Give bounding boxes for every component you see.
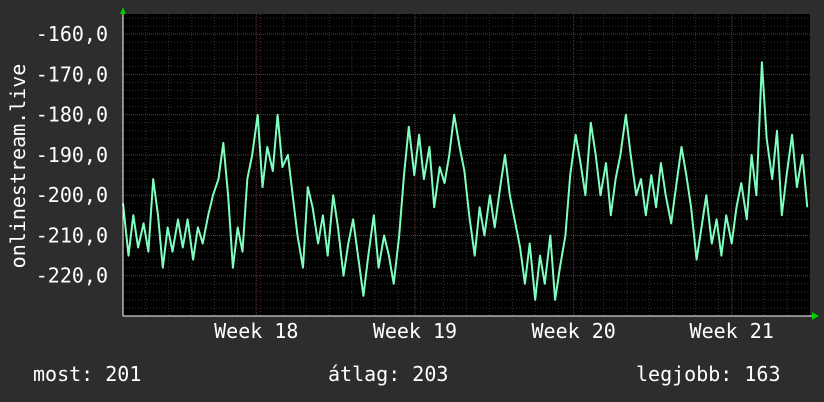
stat-average: átlag: 203	[328, 362, 449, 386]
x-tick-label: Week 21	[690, 319, 774, 343]
stat-best: legjobb: 163	[636, 362, 781, 386]
x-tick-label: Week 20	[532, 319, 616, 343]
x-axis-ticks: Week 18 Week 19 Week 20 Week 21	[214, 319, 774, 343]
y-tick-label: -210,0	[36, 223, 108, 247]
series-line	[122, 61, 809, 301]
y-tick-label: -180,0	[36, 103, 108, 127]
y-tick-label: -160,0	[36, 22, 108, 46]
y-tick-label: -170,0	[36, 62, 108, 86]
x-tick-label: Week 18	[214, 319, 298, 343]
x-tick-label: Week 19	[373, 319, 457, 343]
y-tick-label: -200,0	[36, 183, 108, 207]
stat-current: most: 201	[33, 362, 142, 386]
x-axis-arrow-icon	[812, 312, 819, 320]
y-tick-label: -190,0	[36, 143, 108, 167]
y-tick-label: -220,0	[36, 264, 108, 288]
y-axis-ticks: -160,0 -170,0 -180,0 -190,0 -200,0 -210,0 -220…	[36, 22, 108, 288]
grid	[123, 14, 810, 316]
y-axis-arrow-icon	[120, 7, 126, 14]
y-axis-label: onlinestream.live	[6, 64, 30, 269]
